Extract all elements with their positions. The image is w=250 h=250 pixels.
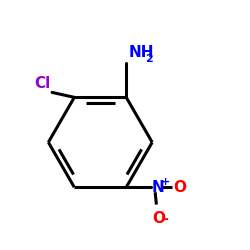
Text: O: O: [174, 180, 187, 195]
Text: Cl: Cl: [34, 76, 51, 91]
Text: -: -: [162, 212, 168, 226]
Text: N: N: [152, 180, 164, 195]
Text: NH: NH: [129, 45, 154, 60]
Text: O: O: [153, 211, 166, 226]
Text: +: +: [161, 177, 170, 187]
Text: 2: 2: [146, 54, 153, 64]
